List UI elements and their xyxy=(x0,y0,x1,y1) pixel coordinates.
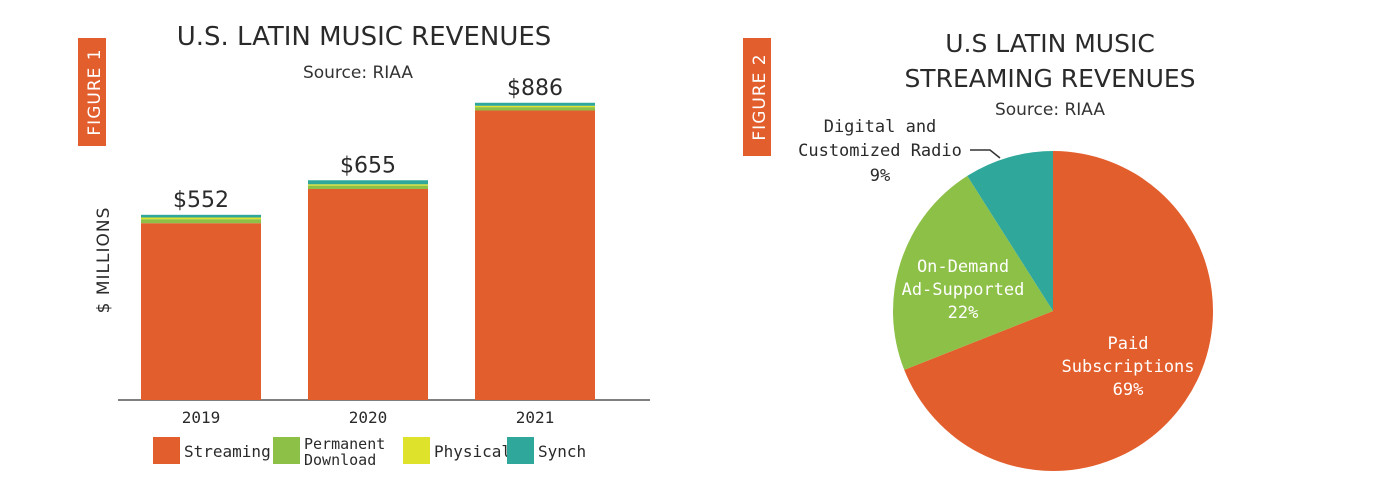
legend-label-physical: Physical xyxy=(434,442,511,461)
x-tick-label-2019: 2019 xyxy=(182,408,221,427)
bar-synch-2020 xyxy=(308,180,428,185)
bar-streaming-2019 xyxy=(141,223,261,400)
figure2-title-line2: STREAMING REVENUES xyxy=(904,64,1195,93)
pie-label-on-demand-ad-supported-line1: On-Demand xyxy=(917,257,1009,277)
figure1-title: U.S. LATIN MUSIC REVENUES xyxy=(177,22,552,52)
pie-label-digital-and-customized-radio-line3: 9% xyxy=(870,166,890,186)
figure1-tag: FIGURE 1 xyxy=(85,48,105,135)
bar-physical-2019 xyxy=(141,217,261,220)
x-tick-label-2020: 2020 xyxy=(349,408,388,427)
figure1: FIGURE 1 U.S. LATIN MUSIC REVENUES Sourc… xyxy=(78,22,650,469)
pie-label-on-demand-ad-supported-line2: Ad-Supported xyxy=(902,280,1025,300)
legend-label-streaming: Streaming xyxy=(184,442,271,461)
figure2-tag: FIGURE 2 xyxy=(750,53,770,140)
figure2-source: Source: RIAA xyxy=(995,100,1105,120)
pie-slice-on-demand-ad-supported xyxy=(893,175,1053,370)
legend-label-permanent-download-line2: Download xyxy=(304,451,376,469)
legend-label-permanent-download-line1: Permanent xyxy=(304,435,385,453)
figure2-tag-background xyxy=(743,38,771,156)
bar-streaming-2020 xyxy=(308,188,428,400)
pie-label-paid-subscriptions-line1: Paid xyxy=(1108,334,1149,354)
pie-label-digital-and-customized-radio-line1: Digital and xyxy=(824,117,937,137)
pie-label-digital-and-customized-radio-line2: Customized Radio xyxy=(798,141,962,161)
bar-permanent-download-2020 xyxy=(308,185,428,189)
legend-swatch-streaming xyxy=(153,437,180,464)
figure1-source: Source: RIAA xyxy=(303,63,413,83)
figure2: FIGURE 2 U.S LATIN MUSIC STREAMING REVEN… xyxy=(743,29,1213,471)
bar-streaming-2021 xyxy=(475,110,595,400)
pie-label-on-demand-ad-supported-line3: 22% xyxy=(948,303,979,323)
bar-permanent-download-2019 xyxy=(141,219,261,224)
x-tick-label-2021: 2021 xyxy=(516,408,555,427)
bar-physical-2020 xyxy=(308,184,428,186)
bar-total-label-2019: $552 xyxy=(173,188,229,213)
pie-slice-digital-and-customized-radio xyxy=(967,151,1053,311)
pie-leader-line-digital-and-customized-radio xyxy=(970,149,1001,159)
pie-slice-paid-subscriptions xyxy=(904,151,1213,471)
figure1-bars: $552 2019 $655 2020 $886 2021 xyxy=(141,76,595,427)
bar-physical-2021 xyxy=(475,105,595,108)
figure1-y-axis-label: $ MILLIONS xyxy=(94,207,114,314)
legend-swatch-synch xyxy=(507,437,534,464)
pie-label-paid-subscriptions-line3: 69% xyxy=(1113,380,1144,400)
legend-swatch-physical xyxy=(403,437,430,464)
bar-synch-2019 xyxy=(141,214,261,218)
pie-label-paid-subscriptions-line2: Subscriptions xyxy=(1061,357,1194,377)
figure2-title-line1: U.S LATIN MUSIC xyxy=(945,29,1155,58)
bar-total-label-2020: $655 xyxy=(340,153,396,178)
figure1-tag-background xyxy=(78,38,106,146)
bar-total-label-2021: $886 xyxy=(507,76,563,101)
figure2-pie: Paid Subscriptions 69% On-Demand Ad-Supporte… xyxy=(798,117,1213,471)
bar-permanent-download-2021 xyxy=(475,107,595,111)
legend-label-synch: Synch xyxy=(538,442,586,461)
bar-synch-2021 xyxy=(475,102,595,106)
legend-swatch-permanent-download xyxy=(273,437,300,464)
